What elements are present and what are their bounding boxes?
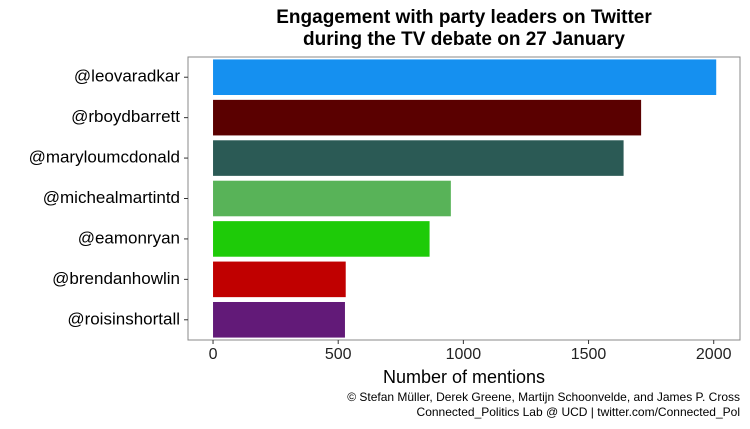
chart-title: Engagement with party leaders on Twitter — [276, 7, 652, 28]
caption: © Stefan Müller, Derek Greene, Martijn S… — [347, 390, 740, 404]
y-tick-label: @maryloumcdonald — [29, 148, 180, 167]
y-tick-label: @roisinshortall — [67, 309, 180, 328]
x-tick-label: 2000 — [696, 346, 732, 363]
bar — [213, 99, 642, 136]
caption: Connected_Politics Lab @ UCD | twitter.c… — [417, 405, 740, 419]
y-tick-label: @leovaradkar — [74, 67, 180, 86]
x-tick-label: 1000 — [446, 346, 482, 363]
bar — [213, 221, 430, 257]
bar — [213, 140, 624, 176]
y-tick-label: @eamonryan — [78, 228, 180, 247]
bar — [213, 261, 346, 298]
chart-title: during the TV debate on 27 January — [303, 29, 625, 50]
y-tick-label: @michealmartintd — [43, 188, 180, 207]
x-tick-label: 500 — [325, 346, 352, 363]
y-tick-label: @rboydbarrett — [71, 107, 180, 126]
y-tick-label: @brendanhowlin — [52, 269, 180, 288]
x-tick-label: 1500 — [571, 346, 607, 363]
bar — [213, 301, 345, 338]
bar — [213, 59, 717, 96]
x-axis-label: Number of mentions — [383, 367, 545, 387]
x-tick-label: 0 — [209, 346, 218, 363]
bar — [213, 180, 451, 217]
